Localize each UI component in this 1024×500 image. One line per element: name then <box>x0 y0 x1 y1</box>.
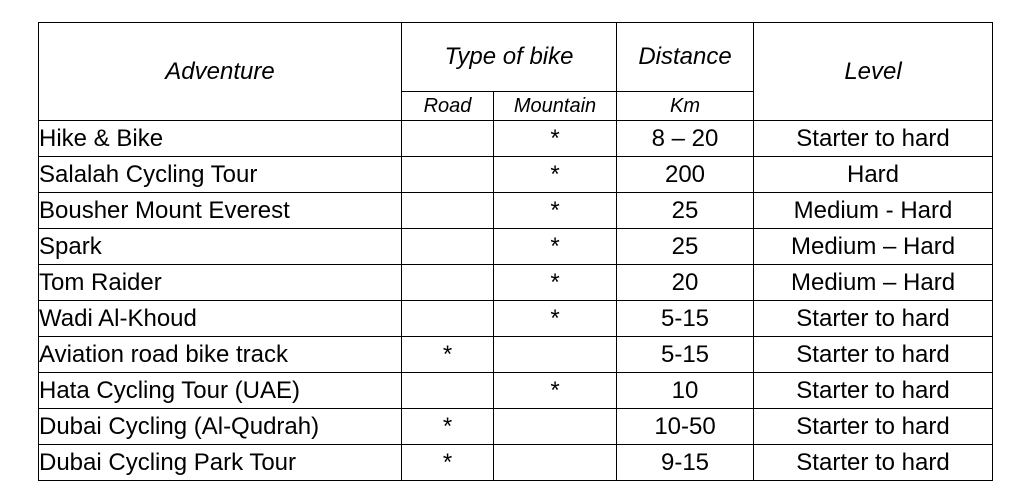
cell-road: * <box>401 444 494 481</box>
cell-distance: 25 <box>616 192 755 229</box>
cell-mountain: * <box>492 192 618 229</box>
table-row: Dubai Cycling (Al-Qudrah) * 10-50 Starter t… <box>38 408 994 445</box>
header-road: Road <box>401 91 494 121</box>
cell-level: Starter to hard <box>753 300 994 337</box>
cell-road: * <box>401 408 494 445</box>
cell-mountain: * <box>492 372 618 409</box>
cell-distance: 5-15 <box>616 300 755 337</box>
cell-mountain: * <box>492 156 618 193</box>
cell-adventure: Wadi Al-Khoud <box>38 300 402 337</box>
cell-adventure: Hike & Bike <box>38 120 402 157</box>
cell-mountain <box>492 336 618 373</box>
header-distance: Distance <box>616 22 755 92</box>
cell-adventure: Spark <box>38 228 402 265</box>
cell-distance: 5-15 <box>616 336 755 373</box>
cell-level: Starter to hard <box>753 372 994 409</box>
cell-level: Starter to hard <box>753 120 994 157</box>
cell-road <box>401 156 494 193</box>
cell-mountain <box>492 408 618 445</box>
header-km: Km <box>616 91 755 121</box>
cell-road <box>401 192 494 229</box>
cell-road: * <box>401 336 494 373</box>
cell-distance: 9-15 <box>616 444 755 481</box>
header-row: Adventure Type of bike Distance Level <box>38 22 994 121</box>
cell-level: Medium - Hard <box>753 192 994 229</box>
cell-adventure: Dubai Cycling Park Tour <box>38 444 402 481</box>
table-row: Hike & Bike * 8 – 20 Starter to hard <box>38 120 994 157</box>
cell-mountain: * <box>492 264 618 301</box>
table-row: Spark * 25 Medium – Hard <box>38 228 994 265</box>
cell-adventure: Tom Raider <box>38 264 402 301</box>
cell-distance: 200 <box>616 156 755 193</box>
subheader-row: Road Mountain Km <box>39 91 993 121</box>
cell-level: Starter to hard <box>753 444 994 481</box>
cell-road <box>401 300 494 337</box>
table-row: Dubai Cycling Park Tour * 9-15 Starter to h… <box>38 444 994 481</box>
cell-distance: 8 – 20 <box>616 120 755 157</box>
cell-road <box>401 120 494 157</box>
table-row: Aviation road bike track * 5-15 Starter to … <box>38 336 994 373</box>
cell-mountain: * <box>492 120 618 157</box>
cell-mountain: * <box>492 300 618 337</box>
cell-mountain <box>492 444 618 481</box>
cell-distance: 10 <box>616 372 755 409</box>
cell-adventure: Dubai Cycling (Al-Qudrah) <box>38 408 402 445</box>
cell-adventure: Bousher Mount Everest <box>38 192 402 229</box>
header-mountain: Mountain <box>492 91 618 121</box>
cell-road <box>401 372 494 409</box>
cell-level: Starter to hard <box>753 336 994 373</box>
cell-adventure: Salalah Cycling Tour <box>38 156 402 193</box>
cell-distance: 10-50 <box>616 408 755 445</box>
cell-level: Hard <box>753 156 994 193</box>
cell-level: Medium – Hard <box>753 228 994 265</box>
table-row: Wadi Al-Khoud * 5-15 Starter to hard <box>38 300 994 337</box>
cell-level: Starter to hard <box>753 408 994 445</box>
header-adventure: Adventure <box>38 22 402 121</box>
cell-road <box>401 264 494 301</box>
table-body: Hike & Bike * 8 – 20 Starter to hard Salalah… <box>38 120 994 481</box>
table-row: Salalah Cycling Tour * 200 Hard <box>38 156 994 193</box>
cell-adventure: Hata Cycling Tour (UAE) <box>38 372 402 409</box>
cell-adventure: Aviation road bike track <box>38 336 402 373</box>
adventures-table: Adventure Type of bike Distance Level Ro… <box>38 22 994 481</box>
cell-mountain: * <box>492 228 618 265</box>
cell-road <box>401 228 494 265</box>
table-row: Hata Cycling Tour (UAE) * 10 Starter to har… <box>38 372 994 409</box>
cell-level: Medium – Hard <box>753 264 994 301</box>
table-row: Tom Raider * 20 Medium – Hard <box>38 264 994 301</box>
cell-distance: 25 <box>616 228 755 265</box>
header-type-of-bike: Type of bike <box>400 22 618 92</box>
table-row: Bousher Mount Everest * 25 Medium - Hard <box>38 192 994 229</box>
cell-distance: 20 <box>616 264 755 301</box>
header-level: Level <box>753 22 994 121</box>
